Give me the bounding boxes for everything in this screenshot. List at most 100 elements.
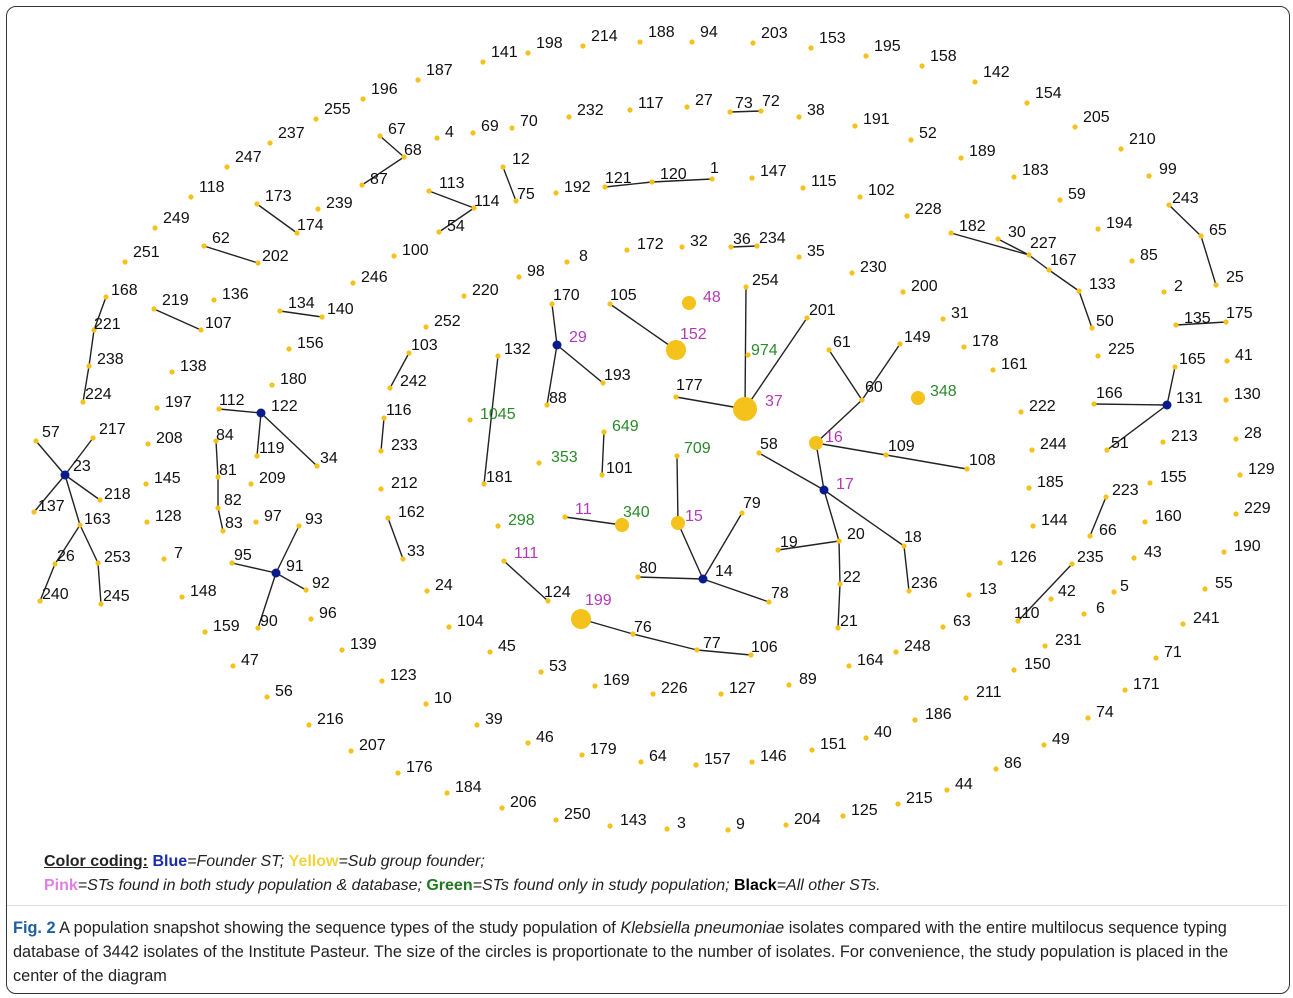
st-label-135: 135 — [1184, 310, 1211, 327]
st-dot-246 — [350, 280, 356, 286]
st-label-151: 151 — [820, 736, 847, 753]
st-node-73: 73 — [727, 95, 753, 115]
st-label-173: 173 — [265, 188, 292, 205]
st-node-229: 229 — [1233, 500, 1271, 517]
st-dot-17 — [819, 485, 829, 495]
st-label-187: 187 — [426, 62, 453, 79]
st-label-13: 13 — [979, 581, 997, 598]
edge-57-23 — [35, 440, 66, 476]
st-label-229: 229 — [1244, 500, 1271, 517]
st-label-185: 185 — [1037, 474, 1064, 491]
st-node-91: 91 — [271, 558, 304, 578]
st-label-89: 89 — [799, 671, 817, 688]
st-label-114: 114 — [474, 193, 500, 210]
st-dot-201 — [804, 315, 810, 321]
st-label-181: 181 — [486, 469, 513, 486]
st-label-64: 64 — [649, 748, 667, 765]
st-label-180: 180 — [280, 371, 307, 388]
st-label-201: 201 — [809, 302, 836, 319]
st-dot-193 — [600, 380, 606, 386]
st-node-59: 59 — [1057, 186, 1086, 203]
st-node-182: 182 — [948, 218, 986, 236]
st-dot-88 — [544, 402, 550, 408]
st-dot-233 — [378, 448, 384, 454]
st-node-144: 144 — [1030, 512, 1068, 529]
st-dot-240 — [37, 598, 43, 604]
st-dot-100 — [391, 253, 397, 259]
st-dot-165 — [1172, 364, 1178, 370]
st-node-191: 191 — [852, 111, 890, 129]
st-node-227: 227 — [1026, 235, 1057, 258]
edge-170-29 — [551, 303, 558, 346]
st-dot-125 — [840, 813, 846, 819]
st-node-155: 155 — [1147, 469, 1187, 486]
st-dot-213 — [1160, 439, 1166, 445]
st-dot-36 — [728, 244, 734, 250]
st-dot-149 — [897, 341, 903, 347]
st-label-238: 238 — [97, 351, 124, 368]
st-dot-111 — [501, 558, 507, 564]
st-dot-187 — [415, 77, 421, 83]
st-dot-92 — [303, 587, 309, 593]
st-node-240: 240 — [37, 586, 69, 604]
st-dot-74 — [1085, 715, 1091, 721]
st-dot-45 — [487, 649, 493, 655]
st-label-164: 164 — [857, 652, 884, 669]
edge-165-131 — [1166, 366, 1176, 406]
st-label-32: 32 — [690, 233, 708, 250]
st-node-160: 160 — [1142, 508, 1182, 525]
st-dot-1 — [709, 176, 715, 182]
st-dot-182 — [948, 230, 954, 236]
st-node-130: 130 — [1223, 386, 1261, 403]
st-label-248: 248 — [904, 638, 931, 655]
st-node-40: 40 — [863, 724, 892, 741]
st-dot-254 — [743, 284, 749, 290]
st-dot-348 — [911, 391, 925, 405]
legend-green-desc: =STs found only in study population; — [472, 877, 730, 894]
st-dot-135 — [1173, 322, 1179, 328]
st-label-155: 155 — [1160, 469, 1187, 486]
st-dot-39 — [474, 722, 480, 728]
caption-species: Klebsiella pneumoniae — [620, 919, 785, 937]
st-label-52: 52 — [919, 125, 937, 142]
st-dot-154 — [1024, 100, 1030, 106]
st-label-168: 168 — [111, 282, 138, 299]
st-label-250: 250 — [564, 806, 591, 823]
st-label-53: 53 — [549, 658, 567, 675]
st-dot-139 — [339, 647, 345, 653]
st-dot-8 — [564, 259, 570, 265]
st-node-96: 96 — [308, 605, 337, 622]
st-dot-175 — [1223, 319, 1229, 325]
st-dot-222 — [1018, 409, 1024, 415]
st-label-30: 30 — [1008, 224, 1026, 241]
st-dot-33 — [400, 556, 406, 562]
st-node-230: 230 — [849, 259, 887, 276]
st-label-92: 92 — [312, 575, 330, 592]
edge-133-50 — [1078, 290, 1093, 329]
st-node-208: 208 — [145, 430, 183, 447]
st-node-196: 196 — [360, 81, 398, 102]
st-dot-171 — [1122, 687, 1128, 693]
st-dot-159 — [202, 629, 208, 635]
st-dot-103 — [406, 350, 412, 356]
st-dot-110 — [1015, 618, 1021, 624]
st-label-1045: 1045 — [480, 406, 516, 423]
st-dot-147 — [749, 175, 755, 181]
st-node-67: 67 — [377, 121, 406, 139]
st-label-235: 235 — [1077, 549, 1104, 566]
st-node-250: 250 — [553, 806, 591, 823]
st-node-214: 214 — [580, 28, 618, 49]
st-label-107: 107 — [205, 315, 232, 332]
st-label-10: 10 — [434, 690, 452, 707]
st-dot-196 — [360, 96, 366, 102]
legend-title: Color coding: — [44, 853, 148, 870]
st-node-245: 245 — [98, 588, 130, 607]
st-label-59: 59 — [1068, 186, 1086, 203]
st-label-182: 182 — [959, 218, 986, 235]
st-node-127: 127 — [718, 680, 756, 697]
st-node-194: 194 — [1095, 215, 1133, 232]
st-dot-197 — [154, 405, 160, 411]
st-label-11: 11 — [575, 501, 592, 518]
st-dot-170 — [549, 301, 555, 307]
st-dot-13 — [966, 592, 972, 598]
